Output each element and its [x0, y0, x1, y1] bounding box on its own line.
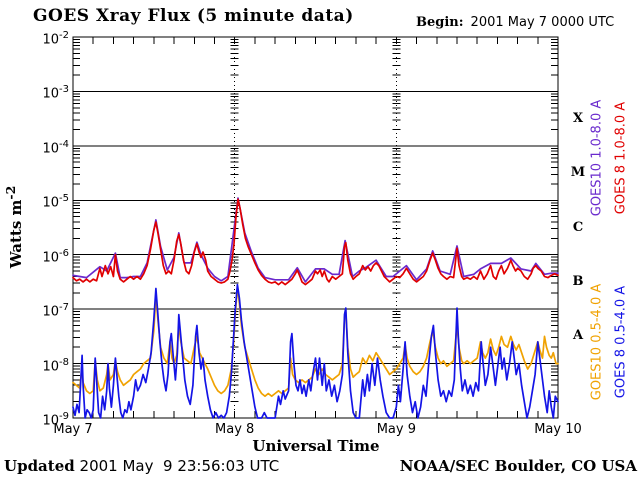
- series-goes8-short: [72, 283, 559, 419]
- y-tick-label: 10-5: [42, 193, 69, 211]
- y-tick-label: 10-7: [42, 302, 69, 320]
- flare-class-m: M: [570, 165, 586, 181]
- page-title: GOES Xray Flux (5 minute data): [33, 6, 354, 26]
- updated-timestamp: Updated 2001 May 9 23:56:03 UTC: [4, 457, 279, 475]
- y-tick-label: 10-6: [42, 247, 69, 266]
- legend-goes10-short-label: GOES10 0.5-4.0 A: [589, 283, 605, 401]
- begin-value: 2001 May 7 0000 UTC: [470, 15, 615, 30]
- y-tick-label: 10-9: [42, 411, 69, 429]
- flare-class-x: X: [572, 110, 584, 126]
- x-tick-label: May 8: [215, 422, 255, 437]
- series-goes8-long: [72, 198, 559, 286]
- begin-time: Begin: 2001 May 7 0000 UTC: [416, 15, 614, 30]
- y-tick-label: 10-4: [42, 138, 69, 157]
- legend-goes8-long-label: GOES 8 1.0-8.0 A: [613, 101, 629, 215]
- y-tick-label: 10-3: [42, 84, 69, 102]
- plot-frame: [72, 36, 559, 419]
- x-tick-label: May 9: [376, 422, 416, 437]
- flare-class-b: B: [572, 273, 584, 289]
- credit-text: NOAA/SEC Boulder, CO USA: [399, 457, 637, 475]
- x-tick-label: May 10: [534, 422, 582, 437]
- begin-label: Begin:: [416, 15, 464, 30]
- legend-goes10-long-label: GOES10 1.0-8.0 A: [589, 99, 605, 217]
- x-axis-title: Universal Time: [252, 437, 380, 455]
- x-tick-label: May 7: [53, 422, 93, 437]
- legend-goes8-short-label: GOES 8 0.5-4.0 A: [613, 285, 629, 399]
- updated-label: Updated: [4, 457, 75, 475]
- flare-class-c: C: [572, 219, 584, 235]
- y-tick-label: 10-2: [42, 30, 69, 48]
- y-tick-label: 10-8: [42, 356, 69, 374]
- updated-value: 2001 May 9 23:56:03 UTC: [79, 457, 280, 475]
- flare-class-a: A: [572, 328, 584, 344]
